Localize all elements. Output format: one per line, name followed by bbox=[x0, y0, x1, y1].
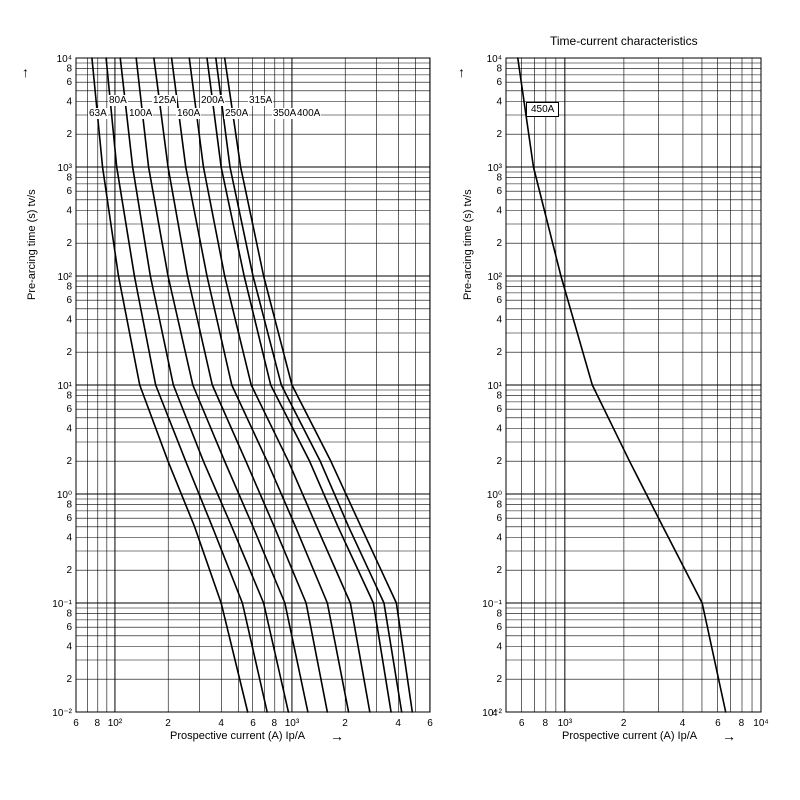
svg-text:6: 6 bbox=[496, 77, 502, 88]
svg-text:10⁻¹: 10⁻¹ bbox=[482, 599, 502, 610]
svg-text:10²: 10² bbox=[488, 272, 503, 283]
svg-text:8: 8 bbox=[496, 500, 502, 511]
svg-text:4: 4 bbox=[496, 96, 502, 107]
svg-text:10³: 10³ bbox=[488, 163, 503, 174]
y-tick-extra: 4 bbox=[492, 708, 498, 719]
svg-text:10⁰: 10⁰ bbox=[487, 490, 502, 501]
svg-text:8: 8 bbox=[739, 718, 745, 729]
svg-text:2: 2 bbox=[496, 238, 502, 249]
svg-text:2: 2 bbox=[621, 718, 627, 729]
svg-text:2: 2 bbox=[496, 129, 502, 140]
svg-text:6: 6 bbox=[715, 718, 721, 729]
curve-label: 100A bbox=[128, 108, 153, 119]
curve-label-450a: 450A bbox=[526, 102, 559, 117]
svg-text:10⁴: 10⁴ bbox=[487, 54, 502, 65]
svg-text:6: 6 bbox=[496, 295, 502, 306]
svg-text:8: 8 bbox=[496, 282, 502, 293]
svg-text:4: 4 bbox=[496, 532, 502, 543]
curve-label: 63A bbox=[88, 108, 108, 119]
svg-text:8: 8 bbox=[496, 173, 502, 184]
curve-label: 125A bbox=[152, 95, 177, 106]
svg-text:4: 4 bbox=[496, 641, 502, 652]
svg-text:10³: 10³ bbox=[558, 718, 573, 729]
svg-text:10¹: 10¹ bbox=[488, 381, 503, 392]
svg-text:6: 6 bbox=[496, 622, 502, 633]
curve-label: 160A bbox=[176, 108, 201, 119]
svg-text:6: 6 bbox=[496, 186, 502, 197]
svg-text:2: 2 bbox=[496, 456, 502, 467]
curve-label: 200A bbox=[200, 95, 225, 106]
svg-text:8: 8 bbox=[542, 718, 548, 729]
svg-text:10⁴: 10⁴ bbox=[753, 718, 768, 729]
svg-text:4: 4 bbox=[680, 718, 686, 729]
svg-text:4: 4 bbox=[496, 205, 502, 216]
curve-label: 350A bbox=[272, 108, 297, 119]
svg-text:2: 2 bbox=[496, 347, 502, 358]
svg-text:6: 6 bbox=[496, 513, 502, 524]
svg-text:8: 8 bbox=[496, 64, 502, 75]
svg-text:2: 2 bbox=[496, 565, 502, 576]
curve-label: 250A bbox=[224, 108, 249, 119]
svg-text:2: 2 bbox=[496, 674, 502, 685]
curve-label: 315A bbox=[248, 95, 273, 106]
svg-text:4: 4 bbox=[496, 423, 502, 434]
svg-text:8: 8 bbox=[496, 391, 502, 402]
svg-text:6: 6 bbox=[519, 718, 525, 729]
curve-label: 80A bbox=[108, 95, 128, 106]
svg-text:4: 4 bbox=[496, 314, 502, 325]
svg-text:6: 6 bbox=[496, 404, 502, 415]
svg-text:8: 8 bbox=[496, 609, 502, 620]
right-chart-plot: 10⁻²246810⁻¹246810⁰246810¹246810²246810³… bbox=[0, 0, 800, 800]
curve-label: 400A bbox=[296, 108, 321, 119]
